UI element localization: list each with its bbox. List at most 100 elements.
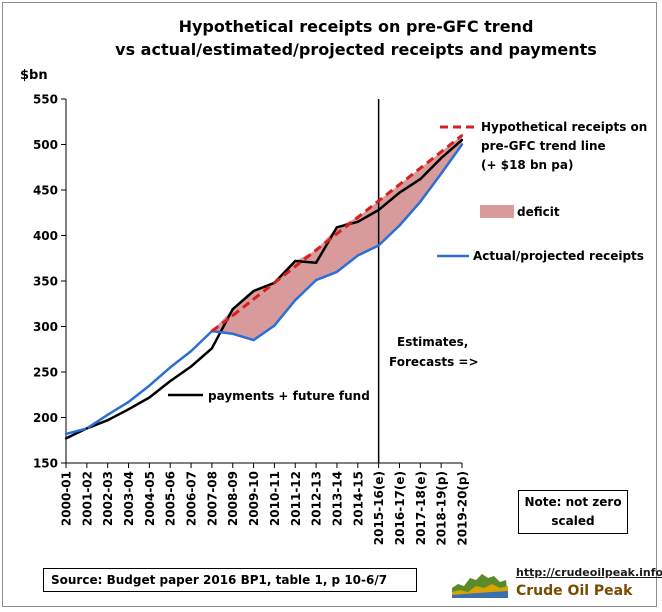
y-axis-label: $bn xyxy=(20,68,48,83)
y-tick-label: 550 xyxy=(33,93,58,107)
legend-hypothetical-label-3: (+ $18 bn pa) xyxy=(481,158,573,172)
data-point-s2 xyxy=(273,281,276,285)
data-point-s0 xyxy=(64,432,68,436)
data-point-s1 xyxy=(460,138,464,142)
legend: Hypothetical receipts on pre-GFC trend li… xyxy=(168,120,647,403)
data-point-s1 xyxy=(419,177,422,181)
x-tick-label: 2008-09 xyxy=(226,471,240,526)
x-tick-label: 2013-14 xyxy=(330,471,344,526)
data-point-s0 xyxy=(294,298,297,302)
payments-series-line xyxy=(65,138,463,440)
data-point-s0 xyxy=(273,324,276,327)
x-tick-label: 2018-19(p) xyxy=(435,471,449,546)
data-point-s1 xyxy=(377,208,380,212)
data-point-s1 xyxy=(252,289,255,293)
y-tick-label: 250 xyxy=(33,366,58,380)
y-tick-label: 300 xyxy=(33,320,58,334)
data-point-s2 xyxy=(314,248,318,252)
scale-note: Note: not zero scaled xyxy=(518,490,628,534)
data-point-s2 xyxy=(356,216,359,219)
x-tick-label: 2009-10 xyxy=(247,471,261,526)
y-tick-label: 500 xyxy=(33,138,58,152)
y-tick-label: 450 xyxy=(33,184,58,198)
data-point-s1 xyxy=(294,259,297,263)
data-point-s0 xyxy=(314,278,318,282)
legend-payments-label: payments + future fund xyxy=(208,389,370,403)
data-point-s1 xyxy=(231,308,234,311)
data-point-s0 xyxy=(460,143,464,146)
legend-receipts-label: Actual/projected receipts xyxy=(473,249,644,263)
chart-title-line1: Hypothetical receipts on pre-GFC trend xyxy=(179,17,534,36)
data-point-s2 xyxy=(460,134,464,137)
deficit-area-layer xyxy=(211,135,462,341)
x-tick-label: 2014-15 xyxy=(351,471,365,526)
data-point-s1 xyxy=(85,427,89,430)
logo-url-link[interactable]: http://crudeoilpeak.info xyxy=(516,566,662,579)
chart-title-line2: vs actual/estimated/projected receipts a… xyxy=(115,40,597,59)
x-tick-label: 2001-02 xyxy=(80,471,94,526)
data-point-s0 xyxy=(252,338,255,342)
deficit-area xyxy=(211,135,462,341)
x-tick-label: 2000-01 xyxy=(60,471,74,526)
series-layer xyxy=(64,99,464,463)
data-point-s2 xyxy=(252,298,255,301)
x-tick-label: 2004-05 xyxy=(143,471,157,526)
data-point-s0 xyxy=(106,413,109,416)
data-point-s1 xyxy=(189,365,193,368)
forecast-annotation-line2: Forecasts => xyxy=(389,355,479,369)
x-tick-label: 2019-20(p) xyxy=(456,471,470,546)
data-point-s2 xyxy=(419,166,422,170)
y-tick-label: 400 xyxy=(33,229,58,243)
x-tick-label: 2007-08 xyxy=(205,471,219,526)
data-point-s0 xyxy=(419,200,422,204)
data-point-s0 xyxy=(335,270,339,274)
x-tick-label: 2010-11 xyxy=(268,471,282,526)
data-point-s1 xyxy=(127,408,130,411)
data-point-s1 xyxy=(356,220,359,224)
oil-chart-logo-icon xyxy=(452,574,508,598)
x-tick-label: 2017-18(e) xyxy=(414,471,428,545)
data-point-s0 xyxy=(439,172,443,175)
x-tick-label: 2016-17(e) xyxy=(393,471,407,545)
data-point-s0 xyxy=(127,400,130,404)
x-tick-label: 2005-06 xyxy=(164,471,178,526)
data-point-s2 xyxy=(377,199,380,203)
data-point-s0 xyxy=(398,224,401,227)
data-point-s1 xyxy=(106,419,109,422)
legend-deficit-label: deficit xyxy=(517,205,560,219)
data-point-s1 xyxy=(314,261,318,264)
forecast-annotation-line1: Estimates, xyxy=(397,335,468,349)
data-point-s0 xyxy=(189,349,193,353)
logo-name: Crude Oil Peak xyxy=(516,583,633,599)
x-tick-label: 2012-13 xyxy=(310,471,324,526)
crude-oil-peak-logo: http://crudeoilpeak.info Crude Oil Peak xyxy=(450,562,662,602)
data-point-s1 xyxy=(169,379,172,383)
chart-frame xyxy=(2,2,657,607)
data-point-s2 xyxy=(231,314,234,317)
receipts-series-line xyxy=(65,143,464,436)
data-point-s1 xyxy=(148,396,151,399)
legend-deficit-swatch xyxy=(480,205,514,218)
y-tick-label: 350 xyxy=(33,275,58,289)
scale-note-line1: Note: not zero xyxy=(524,495,622,509)
data-point-s0 xyxy=(377,244,380,247)
data-point-s0 xyxy=(231,332,234,335)
data-point-s2 xyxy=(398,183,401,186)
x-tick-label: 2002-03 xyxy=(101,471,115,526)
axes: 150 200 250 300 350 400 450 500 550 2000-01 2001-0… xyxy=(33,93,470,546)
x-tick-label: 2006-07 xyxy=(185,471,199,526)
data-point-s1 xyxy=(398,191,401,194)
data-point-s2 xyxy=(210,329,214,333)
data-point-s1 xyxy=(439,156,443,160)
y-tick-label: 200 xyxy=(33,411,58,425)
x-tick-label: 2011-12 xyxy=(289,471,303,526)
data-point-s2 xyxy=(439,150,443,153)
x-tick-label: 2003-04 xyxy=(122,471,136,526)
data-point-s2 xyxy=(335,232,339,235)
y-tick-label: 150 xyxy=(33,457,58,471)
data-point-s1 xyxy=(210,347,214,350)
scale-note-line2: scaled xyxy=(551,514,595,528)
data-point-s1 xyxy=(64,437,68,440)
data-point-s1 xyxy=(335,226,339,229)
